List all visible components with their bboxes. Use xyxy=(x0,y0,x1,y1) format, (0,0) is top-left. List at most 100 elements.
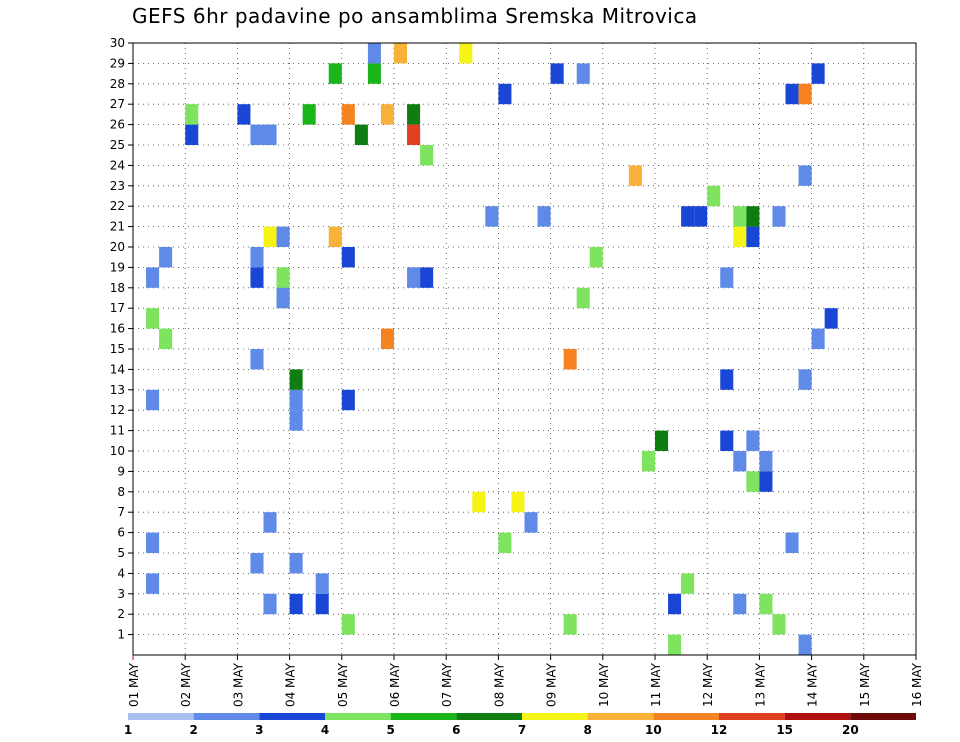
legend-label: 6 xyxy=(452,723,460,737)
x-tick-label: 12 MAY xyxy=(701,662,715,707)
precip-cell xyxy=(302,104,316,125)
precip-cell xyxy=(341,247,355,268)
precip-cell xyxy=(250,124,264,145)
precip-cell xyxy=(772,206,786,227)
legend-swatch xyxy=(193,713,260,720)
y-tick-label: 4 xyxy=(117,566,125,580)
precip-cell xyxy=(250,267,264,288)
y-tick-label: 26 xyxy=(110,118,125,132)
precip-cell xyxy=(733,206,747,227)
precip-cell xyxy=(354,124,368,145)
precip-cell xyxy=(407,104,421,125)
precip-cell xyxy=(668,634,682,655)
x-tick-label: 15 MAY xyxy=(858,662,872,707)
legend-label: 3 xyxy=(255,723,263,737)
y-tick-label: 23 xyxy=(110,179,125,193)
y-tick-label: 8 xyxy=(117,485,125,499)
legend-label: 1 xyxy=(124,723,132,737)
y-tick-label: 17 xyxy=(110,301,125,315)
precip-cell xyxy=(589,247,603,268)
legend-label: 4 xyxy=(321,723,329,737)
precip-cell xyxy=(498,83,512,105)
precip-cell xyxy=(785,532,799,553)
legend-swatch xyxy=(522,713,588,720)
y-tick-label: 25 xyxy=(110,138,125,152)
y-tick-label: 19 xyxy=(110,260,125,274)
precip-cell xyxy=(485,206,499,227)
precip-cell xyxy=(798,83,812,105)
y-tick-label: 12 xyxy=(110,403,125,417)
y-tick-label: 16 xyxy=(110,322,125,336)
precip-cell xyxy=(146,389,160,411)
legend-swatch xyxy=(850,713,916,720)
precip-cell xyxy=(733,226,747,247)
precip-cell xyxy=(472,491,486,513)
precip-cell xyxy=(315,593,329,615)
precip-cell xyxy=(511,491,525,513)
y-tick-label: 2 xyxy=(117,607,125,621)
x-tick-label: 16 MAY xyxy=(910,662,924,707)
y-tick-label: 27 xyxy=(110,97,125,111)
legend-label: 10 xyxy=(645,723,662,737)
precip-cell xyxy=(759,471,773,492)
precip-cell xyxy=(733,451,747,472)
precip-cell xyxy=(668,593,682,615)
legend-label: 20 xyxy=(842,723,859,737)
precip-cell xyxy=(420,145,434,166)
y-tick-label: 15 xyxy=(110,342,125,356)
y-tick-label: 11 xyxy=(110,424,125,438)
precip-cell xyxy=(707,185,721,207)
precip-cell xyxy=(276,267,290,288)
x-tick-label: 04 MAY xyxy=(284,662,298,707)
y-tick-label: 28 xyxy=(110,77,125,91)
precip-cell xyxy=(263,124,277,145)
y-tick-label: 24 xyxy=(110,158,125,172)
precip-cell xyxy=(315,573,329,594)
precip-cell xyxy=(159,328,173,349)
precip-cell xyxy=(746,430,760,451)
precip-cell xyxy=(746,471,760,492)
y-tick-label: 6 xyxy=(117,526,125,540)
precip-cell xyxy=(681,573,695,594)
legend-swatch xyxy=(128,713,194,720)
legend-swatch xyxy=(325,713,391,720)
precip-cell xyxy=(694,206,708,227)
legend-swatch xyxy=(784,713,851,720)
precip-cell xyxy=(341,389,355,411)
precip-cell xyxy=(524,512,538,533)
precip-cell xyxy=(550,63,564,84)
legend-label: 8 xyxy=(583,723,591,737)
precip-cell xyxy=(681,206,695,227)
precip-cell xyxy=(720,430,734,451)
precip-cell xyxy=(263,512,277,533)
x-tick-label: 14 MAY xyxy=(806,662,820,707)
precip-cell xyxy=(367,63,381,84)
precip-cell xyxy=(263,593,277,615)
y-tick-label: 5 xyxy=(117,546,125,560)
precip-cell xyxy=(341,614,355,635)
x-tick-label: 02 MAY xyxy=(179,662,193,707)
precip-cell xyxy=(628,165,642,186)
x-tick-label: 09 MAY xyxy=(545,662,559,707)
precip-cell xyxy=(146,532,160,553)
x-tick-label: 01 MAY xyxy=(127,662,141,707)
precip-cell xyxy=(655,430,669,451)
y-tick-label: 3 xyxy=(117,587,125,601)
precip-cell xyxy=(798,369,812,390)
precip-cell xyxy=(811,63,825,84)
x-tick-label: 11 MAY xyxy=(649,662,663,707)
precip-cell xyxy=(537,206,551,227)
legend-swatch xyxy=(653,713,719,720)
precip-cell xyxy=(759,451,773,472)
precip-cell xyxy=(576,287,590,309)
precip-cell xyxy=(159,247,173,268)
precip-cell xyxy=(407,124,421,145)
precip-cell xyxy=(250,349,264,370)
precip-cell xyxy=(746,226,760,247)
legend-label: 7 xyxy=(518,723,526,737)
precip-cell xyxy=(811,328,825,349)
precip-cell xyxy=(394,43,408,64)
precip-cell xyxy=(250,553,264,574)
legend-swatch xyxy=(390,713,457,720)
